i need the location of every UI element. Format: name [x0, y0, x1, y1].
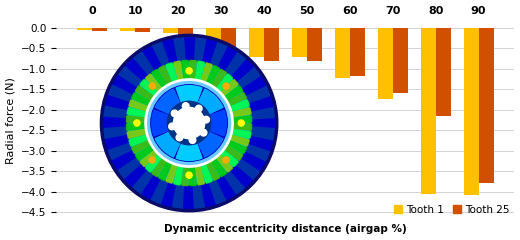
Bar — [292, 28, 307, 57]
Bar — [178, 28, 193, 35]
Bar — [120, 28, 135, 31]
Bar — [206, 28, 221, 46]
Bar — [163, 28, 178, 33]
Bar — [77, 28, 92, 30]
Bar — [92, 28, 107, 31]
Bar — [378, 28, 393, 99]
Bar — [307, 28, 322, 61]
X-axis label: Dynamic eccentricity distance (airgap %): Dynamic eccentricity distance (airgap %) — [164, 224, 407, 234]
Bar — [221, 28, 236, 49]
Legend: Tooth 1, Tooth 25: Tooth 1, Tooth 25 — [390, 201, 514, 219]
Bar — [436, 28, 451, 116]
Bar — [393, 28, 408, 93]
Bar — [135, 28, 150, 32]
Bar — [478, 28, 493, 183]
Bar — [264, 28, 279, 61]
Bar — [350, 28, 365, 76]
Bar — [335, 28, 350, 78]
Bar — [421, 28, 436, 194]
Y-axis label: Radial force (N): Radial force (N) — [6, 78, 16, 164]
Bar — [249, 28, 264, 57]
Bar — [463, 28, 478, 195]
